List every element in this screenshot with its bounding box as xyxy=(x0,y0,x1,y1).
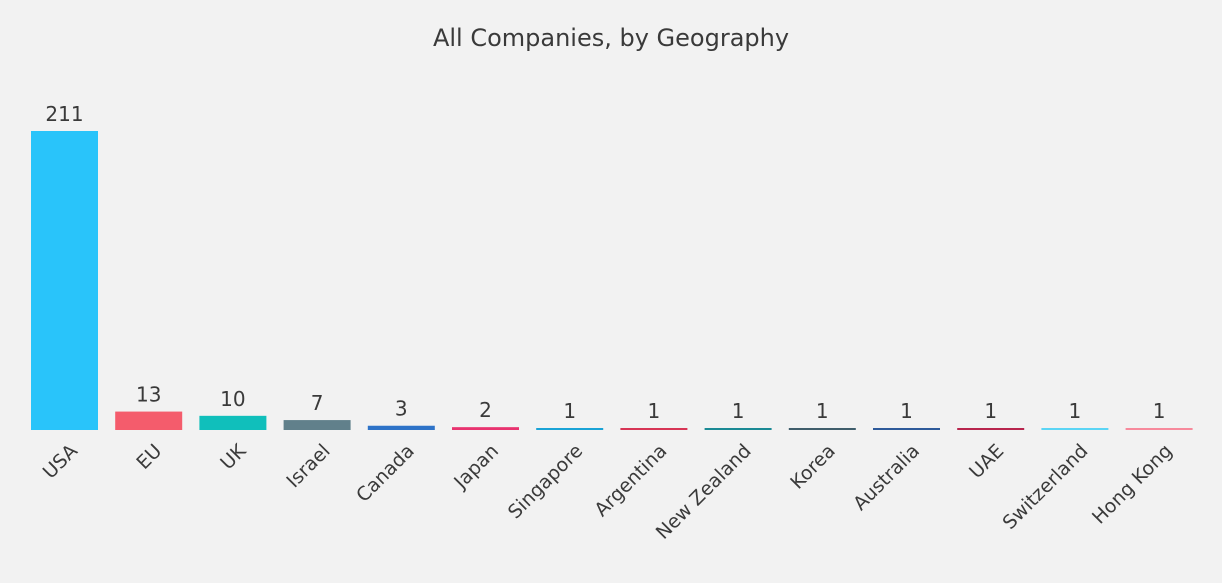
bar-canada xyxy=(367,425,435,430)
category-label-hong-kong: Hong Kong xyxy=(1088,440,1177,529)
data-label-eu: 13 xyxy=(136,383,161,407)
data-label-new-zealand: 1 xyxy=(732,399,745,423)
category-label-uk: UK xyxy=(216,440,251,475)
category-label-argentina: Argentina xyxy=(590,440,671,521)
data-label-korea: 1 xyxy=(816,399,829,423)
category-label-singapore: Singapore xyxy=(504,440,587,523)
data-label-israel: 7 xyxy=(311,391,324,415)
data-label-australia: 1 xyxy=(900,399,913,423)
bar-australia xyxy=(873,428,940,430)
category-label-israel: Israel xyxy=(282,440,334,492)
data-label-hong-kong: 1 xyxy=(1153,399,1166,423)
bar-uk xyxy=(199,415,267,430)
data-label-switzerland: 1 xyxy=(1069,399,1082,423)
data-label-uae: 1 xyxy=(984,399,997,423)
category-labels-group: USA EU UK Israel Canada Japan Singapore Argenti… xyxy=(39,440,1177,544)
category-label-korea: Korea xyxy=(786,440,840,494)
bar-hong-kong xyxy=(1125,428,1193,430)
bar-argentina xyxy=(620,428,688,430)
bar-japan xyxy=(452,427,519,430)
bar-switzerland xyxy=(1041,428,1109,430)
bar-eu xyxy=(115,411,183,430)
category-label-switzerland: Switzerland xyxy=(999,440,1093,534)
data-label-uk: 10 xyxy=(220,387,245,411)
data-label-argentina: 1 xyxy=(648,399,661,423)
bar-israel xyxy=(283,420,351,430)
bar-korea xyxy=(788,428,856,430)
data-label-singapore: 1 xyxy=(563,399,576,423)
chart-title: All Companies, by Geography xyxy=(433,24,789,52)
category-label-australia: Australia xyxy=(849,440,924,515)
category-label-eu: EU xyxy=(132,440,166,474)
bar-usa xyxy=(31,131,98,430)
data-label-canada: 3 xyxy=(395,397,408,421)
data-label-usa: 211 xyxy=(45,102,83,126)
bars-group xyxy=(31,131,1193,430)
category-label-canada: Canada xyxy=(352,440,419,507)
category-label-uae: UAE xyxy=(965,440,1008,483)
category-label-japan: Japan xyxy=(449,440,503,494)
data-label-japan: 2 xyxy=(479,398,492,422)
bar-uae xyxy=(957,428,1025,430)
bar-new-zealand xyxy=(704,428,772,430)
category-label-usa: USA xyxy=(39,440,82,483)
bar-singapore xyxy=(536,428,604,430)
